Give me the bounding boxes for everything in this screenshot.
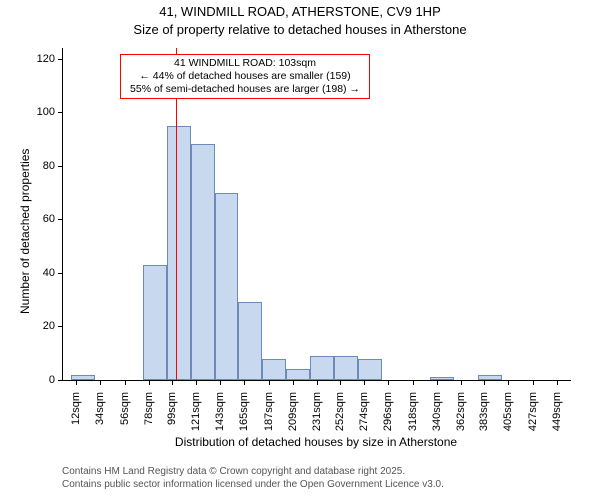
- x-tick: [317, 380, 318, 385]
- x-tick-label: 340sqm: [431, 392, 443, 431]
- y-tick: [58, 273, 63, 274]
- histogram-bar: [310, 356, 334, 380]
- y-axis-label: Number of detached properties: [18, 149, 32, 314]
- x-tick-label: 209sqm: [287, 392, 299, 431]
- y-tick-label: 60: [43, 213, 55, 225]
- y-tick-label: 20: [43, 320, 55, 332]
- chart-title-sub: Size of property relative to detached ho…: [0, 22, 600, 37]
- x-axis-label: Distribution of detached houses by size …: [62, 435, 570, 449]
- histogram-bar: [238, 302, 262, 380]
- x-tick-label: 165sqm: [238, 392, 250, 431]
- histogram-bar: [71, 375, 95, 380]
- y-tick: [58, 59, 63, 60]
- x-tick: [533, 380, 534, 385]
- x-tick-label: 252sqm: [334, 392, 346, 431]
- x-tick-label: 274sqm: [358, 392, 370, 431]
- y-tick-label: 100: [37, 106, 55, 118]
- histogram-bar: [334, 356, 358, 380]
- histogram-bar: [167, 126, 191, 380]
- x-tick: [100, 380, 101, 385]
- x-tick-label: 143sqm: [214, 392, 226, 431]
- x-tick-label: 121sqm: [190, 392, 202, 431]
- x-tick-label: 99sqm: [166, 392, 178, 425]
- x-tick: [125, 380, 126, 385]
- x-tick-label: 318sqm: [407, 392, 419, 431]
- x-tick-label: 187sqm: [263, 392, 275, 431]
- x-tick-label: 12sqm: [70, 392, 82, 425]
- x-tick-label: 34sqm: [94, 392, 106, 425]
- x-tick: [76, 380, 77, 385]
- x-tick: [172, 380, 173, 385]
- y-tick: [58, 380, 63, 381]
- histogram-bar: [215, 193, 239, 380]
- histogram-bar: [143, 265, 167, 380]
- y-tick-label: 40: [43, 267, 55, 279]
- y-tick-label: 120: [37, 53, 55, 65]
- attribution-line: Contains HM Land Registry data © Crown c…: [62, 465, 444, 478]
- histogram-bar: [286, 369, 310, 380]
- x-tick: [557, 380, 558, 385]
- x-tick-label: 56sqm: [119, 392, 131, 425]
- x-tick: [461, 380, 462, 385]
- x-tick-label: 383sqm: [478, 392, 490, 431]
- x-tick: [413, 380, 414, 385]
- x-tick: [196, 380, 197, 385]
- y-tick: [58, 112, 63, 113]
- x-tick: [388, 380, 389, 385]
- x-tick-label: 296sqm: [382, 392, 394, 431]
- x-tick: [484, 380, 485, 385]
- chart-title-main: 41, WINDMILL ROAD, ATHERSTONE, CV9 1HP: [0, 4, 600, 19]
- x-tick-label: 405sqm: [502, 392, 514, 431]
- x-tick: [244, 380, 245, 385]
- x-tick: [437, 380, 438, 385]
- annotation-header: 41 WINDMILL ROAD: 103sqm: [126, 57, 364, 70]
- x-tick-label: 449sqm: [551, 392, 563, 431]
- histogram-bar: [262, 359, 286, 380]
- histogram-bar: [358, 359, 382, 380]
- y-tick: [58, 219, 63, 220]
- attribution-line: Contains public sector information licen…: [62, 478, 444, 491]
- y-tick-label: 80: [43, 160, 55, 172]
- attribution-text: Contains HM Land Registry data © Crown c…: [62, 465, 444, 491]
- x-tick-label: 78sqm: [143, 392, 155, 425]
- x-tick: [269, 380, 270, 385]
- x-tick: [293, 380, 294, 385]
- histogram-bar: [478, 375, 502, 380]
- annotation-box: 41 WINDMILL ROAD: 103sqm← 44% of detache…: [120, 54, 370, 99]
- x-tick-label: 362sqm: [455, 392, 467, 431]
- histogram-bar: [191, 144, 215, 380]
- y-tick: [58, 326, 63, 327]
- x-tick: [364, 380, 365, 385]
- annotation-line: ← 44% of detached houses are smaller (15…: [126, 70, 364, 83]
- x-tick-label: 231sqm: [311, 392, 323, 431]
- x-tick: [220, 380, 221, 385]
- x-tick: [508, 380, 509, 385]
- x-tick: [149, 380, 150, 385]
- y-tick-label: 0: [49, 374, 55, 386]
- histogram-bar: [430, 377, 454, 380]
- y-tick: [58, 166, 63, 167]
- annotation-line: 55% of semi-detached houses are larger (…: [126, 83, 364, 96]
- x-tick: [340, 380, 341, 385]
- x-tick-label: 427sqm: [527, 392, 539, 431]
